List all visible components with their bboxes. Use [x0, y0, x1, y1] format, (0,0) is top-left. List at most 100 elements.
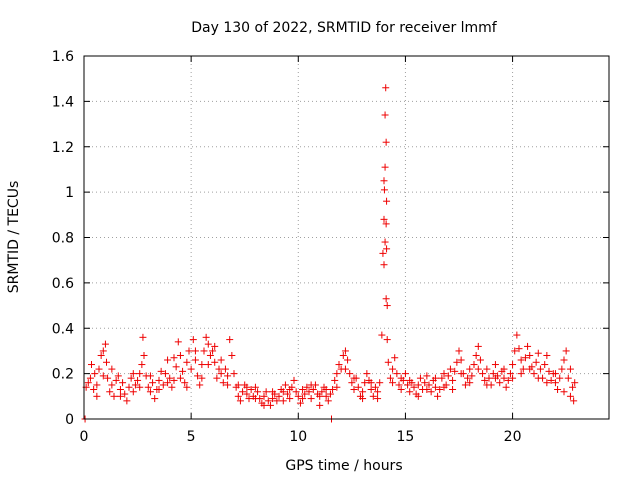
data-point — [335, 361, 343, 369]
data-point — [380, 215, 388, 223]
data-point — [131, 381, 139, 389]
data-point — [472, 351, 480, 359]
data-point — [504, 376, 512, 384]
data-point — [140, 351, 148, 359]
data-point — [121, 390, 129, 398]
data-point — [509, 361, 517, 369]
points-layer — [81, 84, 579, 423]
data-point — [383, 302, 391, 310]
data-point — [114, 372, 122, 380]
data-point — [284, 390, 292, 398]
data-point — [318, 388, 326, 396]
data-point — [500, 365, 508, 373]
data-point — [560, 356, 568, 364]
data-point — [95, 365, 103, 373]
data-point — [483, 365, 491, 373]
data-point — [136, 370, 144, 378]
x-tick-label: 0 — [80, 429, 89, 445]
data-point — [224, 381, 232, 389]
data-point — [146, 372, 154, 380]
data-point — [339, 351, 347, 359]
data-point — [139, 333, 147, 341]
data-point — [397, 374, 405, 382]
data-point — [84, 379, 92, 387]
data-point — [381, 163, 389, 171]
data-point — [569, 383, 577, 391]
data-point — [431, 383, 439, 391]
data-point — [269, 395, 277, 403]
data-point — [371, 383, 379, 391]
data-point — [88, 361, 95, 369]
data-point — [489, 370, 497, 378]
data-point — [275, 392, 283, 400]
data-point — [361, 379, 369, 387]
data-point — [254, 388, 262, 396]
data-point — [194, 372, 202, 380]
data-point — [101, 340, 109, 348]
data-point — [198, 374, 206, 382]
data-point — [534, 349, 542, 357]
data-point — [251, 395, 259, 403]
data-point — [187, 365, 195, 373]
data-point — [204, 361, 212, 369]
data-point — [189, 336, 197, 344]
data-point — [273, 397, 281, 405]
data-point — [464, 374, 472, 382]
data-point — [303, 383, 311, 391]
grid-layer — [84, 56, 609, 419]
data-point — [341, 365, 349, 373]
data-point — [479, 370, 487, 378]
data-point — [97, 351, 105, 359]
data-point — [406, 388, 414, 396]
data-point — [299, 386, 307, 394]
data-point — [558, 365, 566, 373]
data-point — [410, 383, 418, 391]
data-point — [500, 374, 508, 382]
x-tick-label: 15 — [397, 429, 415, 445]
data-point — [136, 383, 144, 391]
y-tick-label: 0 — [65, 412, 74, 428]
data-point — [196, 381, 204, 389]
data-point — [99, 372, 107, 380]
data-point — [103, 358, 110, 366]
data-point — [174, 338, 182, 346]
y-tick-label: 0.8 — [52, 231, 74, 247]
data-point — [179, 367, 187, 375]
data-point — [191, 347, 199, 355]
y-axis-label: SRMTID / TECUs — [6, 181, 22, 294]
axis-layer: 0 0.2 0.4 0.6 0.8 1 1.2 1.4 1.6 0 5 10 15 20 — [52, 49, 609, 445]
data-point — [211, 342, 219, 350]
data-point — [116, 392, 124, 400]
data-point — [517, 370, 525, 378]
data-point — [367, 386, 375, 394]
data-point — [316, 401, 324, 409]
data-point — [466, 365, 474, 373]
data-point — [108, 365, 116, 373]
data-point — [515, 345, 523, 353]
data-point — [526, 351, 534, 359]
data-point — [511, 347, 519, 355]
data-point — [554, 386, 562, 394]
data-point — [112, 376, 120, 384]
data-point — [367, 379, 375, 387]
y-tick-label: 1.2 — [52, 140, 74, 156]
data-point — [204, 340, 212, 348]
data-point — [423, 386, 431, 394]
data-point — [170, 376, 178, 384]
data-point — [519, 365, 527, 373]
data-point — [425, 381, 433, 389]
data-point — [198, 361, 206, 369]
data-point — [474, 342, 482, 350]
data-point — [532, 358, 540, 366]
data-point — [461, 381, 469, 389]
data-point — [344, 356, 352, 364]
data-point — [381, 238, 389, 246]
data-point — [157, 367, 165, 375]
data-point — [404, 381, 412, 389]
data-point — [292, 388, 300, 396]
data-point — [513, 331, 521, 339]
x-tick-label: 10 — [289, 429, 307, 445]
data-point — [316, 392, 324, 400]
data-point — [176, 351, 184, 359]
data-point — [416, 374, 424, 382]
